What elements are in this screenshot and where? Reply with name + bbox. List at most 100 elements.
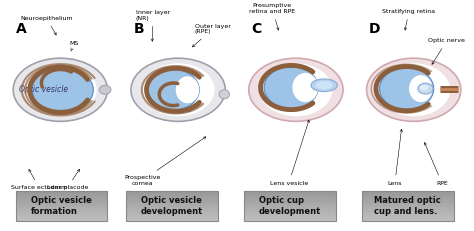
- FancyBboxPatch shape: [362, 215, 454, 216]
- FancyBboxPatch shape: [126, 203, 218, 204]
- FancyBboxPatch shape: [244, 210, 336, 212]
- FancyBboxPatch shape: [362, 207, 454, 209]
- FancyBboxPatch shape: [244, 212, 336, 213]
- FancyBboxPatch shape: [126, 206, 218, 207]
- Ellipse shape: [420, 85, 428, 90]
- Ellipse shape: [131, 58, 225, 121]
- Circle shape: [311, 79, 337, 91]
- FancyBboxPatch shape: [362, 219, 454, 221]
- FancyBboxPatch shape: [244, 206, 336, 207]
- FancyBboxPatch shape: [244, 203, 336, 204]
- Circle shape: [316, 81, 333, 89]
- Text: A: A: [16, 22, 26, 36]
- Ellipse shape: [176, 76, 199, 103]
- FancyBboxPatch shape: [362, 196, 454, 197]
- Text: Outer layer
(RPE): Outer layer (RPE): [192, 24, 230, 47]
- Ellipse shape: [219, 90, 229, 99]
- FancyBboxPatch shape: [16, 212, 108, 213]
- Ellipse shape: [366, 58, 461, 121]
- Ellipse shape: [377, 63, 450, 116]
- FancyBboxPatch shape: [244, 218, 336, 219]
- FancyBboxPatch shape: [16, 210, 108, 212]
- FancyBboxPatch shape: [126, 215, 218, 216]
- Text: Optic vesicle
development: Optic vesicle development: [141, 196, 203, 216]
- Text: Optic vesicle: Optic vesicle: [19, 85, 68, 94]
- FancyBboxPatch shape: [16, 213, 108, 215]
- Text: Optic cup
development: Optic cup development: [259, 196, 321, 216]
- FancyBboxPatch shape: [362, 218, 454, 219]
- FancyBboxPatch shape: [126, 199, 218, 200]
- FancyBboxPatch shape: [16, 218, 108, 219]
- FancyBboxPatch shape: [126, 191, 218, 193]
- FancyBboxPatch shape: [16, 207, 108, 209]
- FancyBboxPatch shape: [126, 197, 218, 199]
- FancyBboxPatch shape: [16, 193, 108, 194]
- FancyBboxPatch shape: [126, 210, 218, 212]
- Ellipse shape: [249, 58, 343, 121]
- FancyBboxPatch shape: [362, 197, 454, 199]
- Ellipse shape: [24, 63, 97, 116]
- FancyBboxPatch shape: [16, 203, 108, 204]
- FancyBboxPatch shape: [126, 212, 218, 213]
- FancyBboxPatch shape: [244, 197, 336, 199]
- FancyBboxPatch shape: [16, 216, 108, 218]
- Ellipse shape: [292, 73, 318, 102]
- FancyBboxPatch shape: [362, 210, 454, 212]
- FancyBboxPatch shape: [362, 209, 454, 210]
- FancyBboxPatch shape: [362, 193, 454, 194]
- Ellipse shape: [409, 75, 433, 102]
- Text: Presumptive
retina and RPE: Presumptive retina and RPE: [249, 3, 295, 30]
- Text: B: B: [133, 22, 144, 36]
- FancyBboxPatch shape: [362, 200, 454, 201]
- Ellipse shape: [142, 63, 215, 116]
- Text: Optic vesicle
formation: Optic vesicle formation: [31, 196, 92, 216]
- FancyBboxPatch shape: [362, 194, 454, 196]
- FancyBboxPatch shape: [244, 215, 336, 216]
- FancyBboxPatch shape: [362, 204, 454, 206]
- Text: Neuroepithelium: Neuroepithelium: [20, 16, 73, 35]
- Text: Lens placode: Lens placode: [46, 169, 88, 190]
- FancyBboxPatch shape: [16, 199, 108, 200]
- FancyBboxPatch shape: [244, 191, 336, 193]
- FancyBboxPatch shape: [362, 213, 454, 215]
- Text: Lens vesicle: Lens vesicle: [270, 120, 310, 185]
- Ellipse shape: [147, 70, 199, 110]
- FancyBboxPatch shape: [126, 216, 218, 218]
- Ellipse shape: [32, 67, 93, 112]
- FancyBboxPatch shape: [16, 197, 108, 199]
- FancyBboxPatch shape: [16, 204, 108, 206]
- Text: Prospective
cornea: Prospective cornea: [125, 137, 206, 185]
- Ellipse shape: [418, 83, 433, 94]
- Text: C: C: [251, 22, 261, 36]
- FancyBboxPatch shape: [16, 219, 108, 221]
- FancyBboxPatch shape: [362, 203, 454, 204]
- FancyBboxPatch shape: [244, 204, 336, 206]
- FancyBboxPatch shape: [126, 194, 218, 196]
- FancyBboxPatch shape: [16, 200, 108, 201]
- FancyBboxPatch shape: [126, 213, 218, 215]
- FancyBboxPatch shape: [126, 218, 218, 219]
- FancyBboxPatch shape: [126, 196, 218, 197]
- Ellipse shape: [264, 67, 318, 108]
- FancyBboxPatch shape: [126, 200, 218, 201]
- Text: Matured optic
cup and lens.: Matured optic cup and lens.: [374, 196, 441, 216]
- FancyBboxPatch shape: [244, 213, 336, 215]
- Text: OS: OS: [174, 108, 191, 113]
- FancyBboxPatch shape: [16, 215, 108, 216]
- Text: MS: MS: [70, 41, 79, 51]
- FancyBboxPatch shape: [126, 204, 218, 206]
- Ellipse shape: [99, 85, 111, 94]
- FancyBboxPatch shape: [16, 206, 108, 207]
- FancyBboxPatch shape: [362, 201, 454, 203]
- Text: Optic nerve: Optic nerve: [428, 38, 465, 64]
- Text: Stratifying retina: Stratifying retina: [383, 9, 436, 30]
- Ellipse shape: [13, 58, 108, 121]
- FancyBboxPatch shape: [126, 201, 218, 203]
- Ellipse shape: [380, 68, 434, 109]
- FancyBboxPatch shape: [16, 194, 108, 196]
- FancyBboxPatch shape: [126, 219, 218, 221]
- FancyBboxPatch shape: [126, 207, 218, 209]
- FancyBboxPatch shape: [244, 219, 336, 221]
- FancyBboxPatch shape: [16, 191, 108, 193]
- Text: RPE: RPE: [424, 143, 448, 185]
